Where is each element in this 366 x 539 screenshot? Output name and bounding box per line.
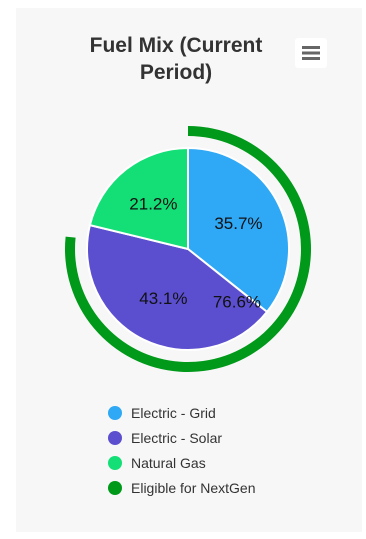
- chart-title: Fuel Mix (Current Period): [89, 34, 263, 84]
- data-label: 43.1%: [139, 289, 187, 308]
- legend-item-eligible-nextgen[interactable]: Eligible for NextGen: [108, 475, 256, 500]
- legend-label: Electric - Grid: [131, 404, 216, 421]
- chart-menu-button[interactable]: [295, 38, 327, 68]
- legend-label: Electric - Solar: [131, 429, 223, 446]
- hamburger-menu-icon: [302, 46, 320, 60]
- pie-slice-electric-grid[interactable]: [187, 146, 290, 314]
- legend-marker: [108, 455, 122, 470]
- fuel-mix-chart: 35.7% 43.1% 21.2% 76.6%: [65, 126, 312, 373]
- legend-marker: [108, 405, 122, 420]
- data-label: 76.6%: [213, 293, 261, 312]
- legend-label: Eligible for NextGen: [131, 479, 256, 496]
- data-label: 21.2%: [129, 194, 177, 213]
- legend-marker: [108, 480, 122, 495]
- legend-marker: [108, 430, 122, 445]
- pie-slice-natural-gas[interactable]: [88, 146, 189, 251]
- chart-card: 35.7% 43.1% 21.2% 76.6% Fuel Mix (Current P…: [16, 8, 362, 532]
- chart-legend: Electric - Grid Electric - Solar Natural…: [108, 400, 256, 500]
- legend-item-electric-grid[interactable]: Electric - Grid: [108, 400, 256, 425]
- legend-label: Natural Gas: [131, 454, 206, 471]
- pie-slice-electric-solar[interactable]: [86, 223, 269, 351]
- legend-item-natural-gas[interactable]: Natural Gas: [108, 450, 256, 475]
- data-label: 35.7%: [214, 214, 262, 233]
- legend-item-electric-solar[interactable]: Electric - Solar: [108, 425, 256, 450]
